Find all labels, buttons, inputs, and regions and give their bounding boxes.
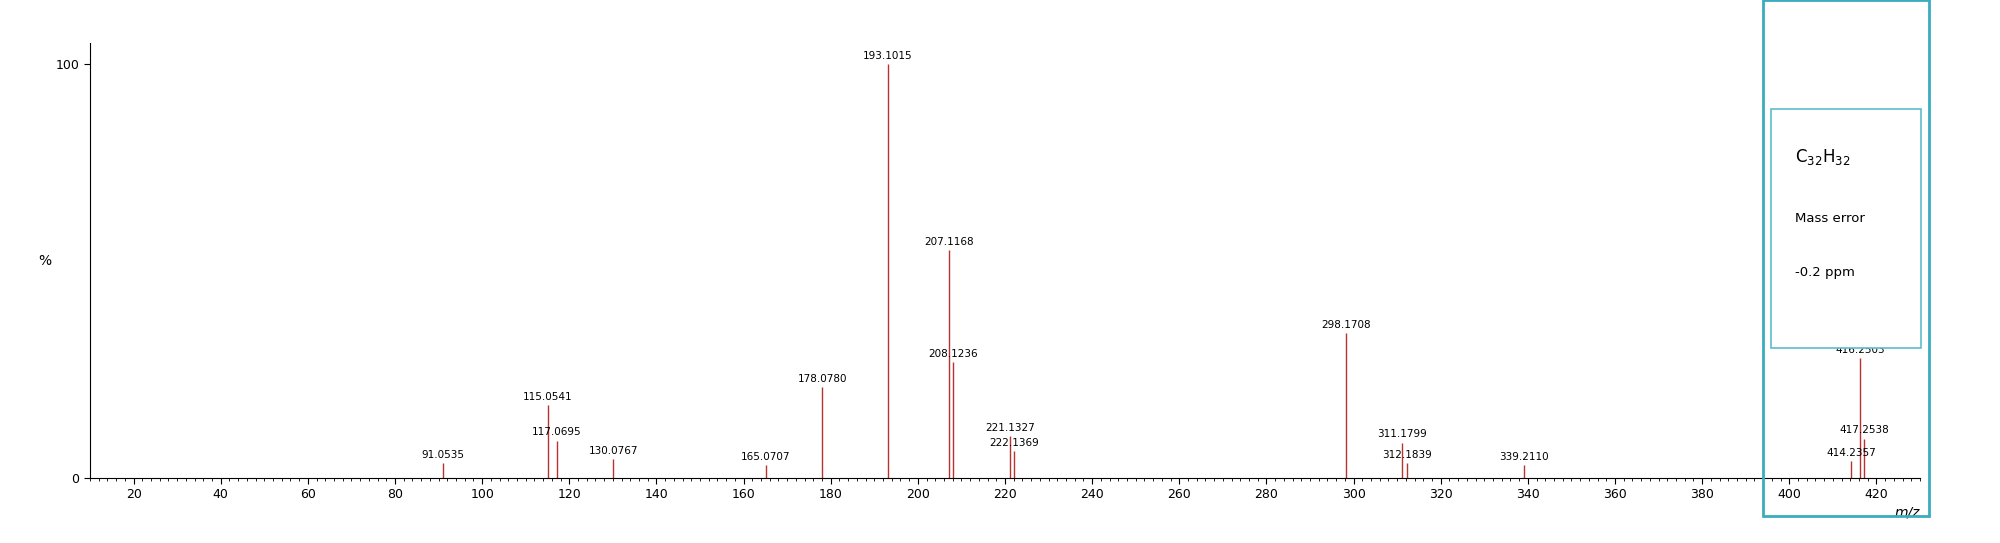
Y-axis label: %: % — [38, 254, 52, 268]
Text: 417.2538: 417.2538 — [1840, 425, 1890, 435]
Text: 222.1369: 222.1369 — [990, 438, 1040, 447]
Text: 221.1327: 221.1327 — [986, 423, 1034, 433]
Text: 165.0707: 165.0707 — [740, 452, 790, 462]
Text: -0.2 ppm: -0.2 ppm — [1796, 266, 1856, 279]
Text: 339.2110: 339.2110 — [1500, 452, 1550, 462]
X-axis label: m/z: m/z — [1894, 506, 1920, 520]
Text: 416.2503: 416.2503 — [1836, 345, 1884, 355]
Text: 207.1168: 207.1168 — [924, 237, 974, 247]
Text: C$_{32}$H$_{32}$: C$_{32}$H$_{32}$ — [1796, 147, 1850, 167]
Text: 91.0535: 91.0535 — [422, 450, 464, 460]
Text: 117.0695: 117.0695 — [532, 427, 582, 437]
Text: 298.1708: 298.1708 — [1320, 320, 1370, 330]
Text: 178.0780: 178.0780 — [798, 374, 848, 383]
Text: 414.2357: 414.2357 — [1826, 448, 1876, 458]
Text: Mass error: Mass error — [1796, 212, 1866, 225]
Text: 115.0541: 115.0541 — [522, 392, 572, 402]
Text: 312.1839: 312.1839 — [1382, 450, 1432, 460]
Text: 193.1015: 193.1015 — [862, 51, 912, 61]
Text: 208.1236: 208.1236 — [928, 349, 978, 359]
Text: 130.0767: 130.0767 — [588, 446, 638, 456]
Text: 311.1799: 311.1799 — [1378, 430, 1428, 439]
